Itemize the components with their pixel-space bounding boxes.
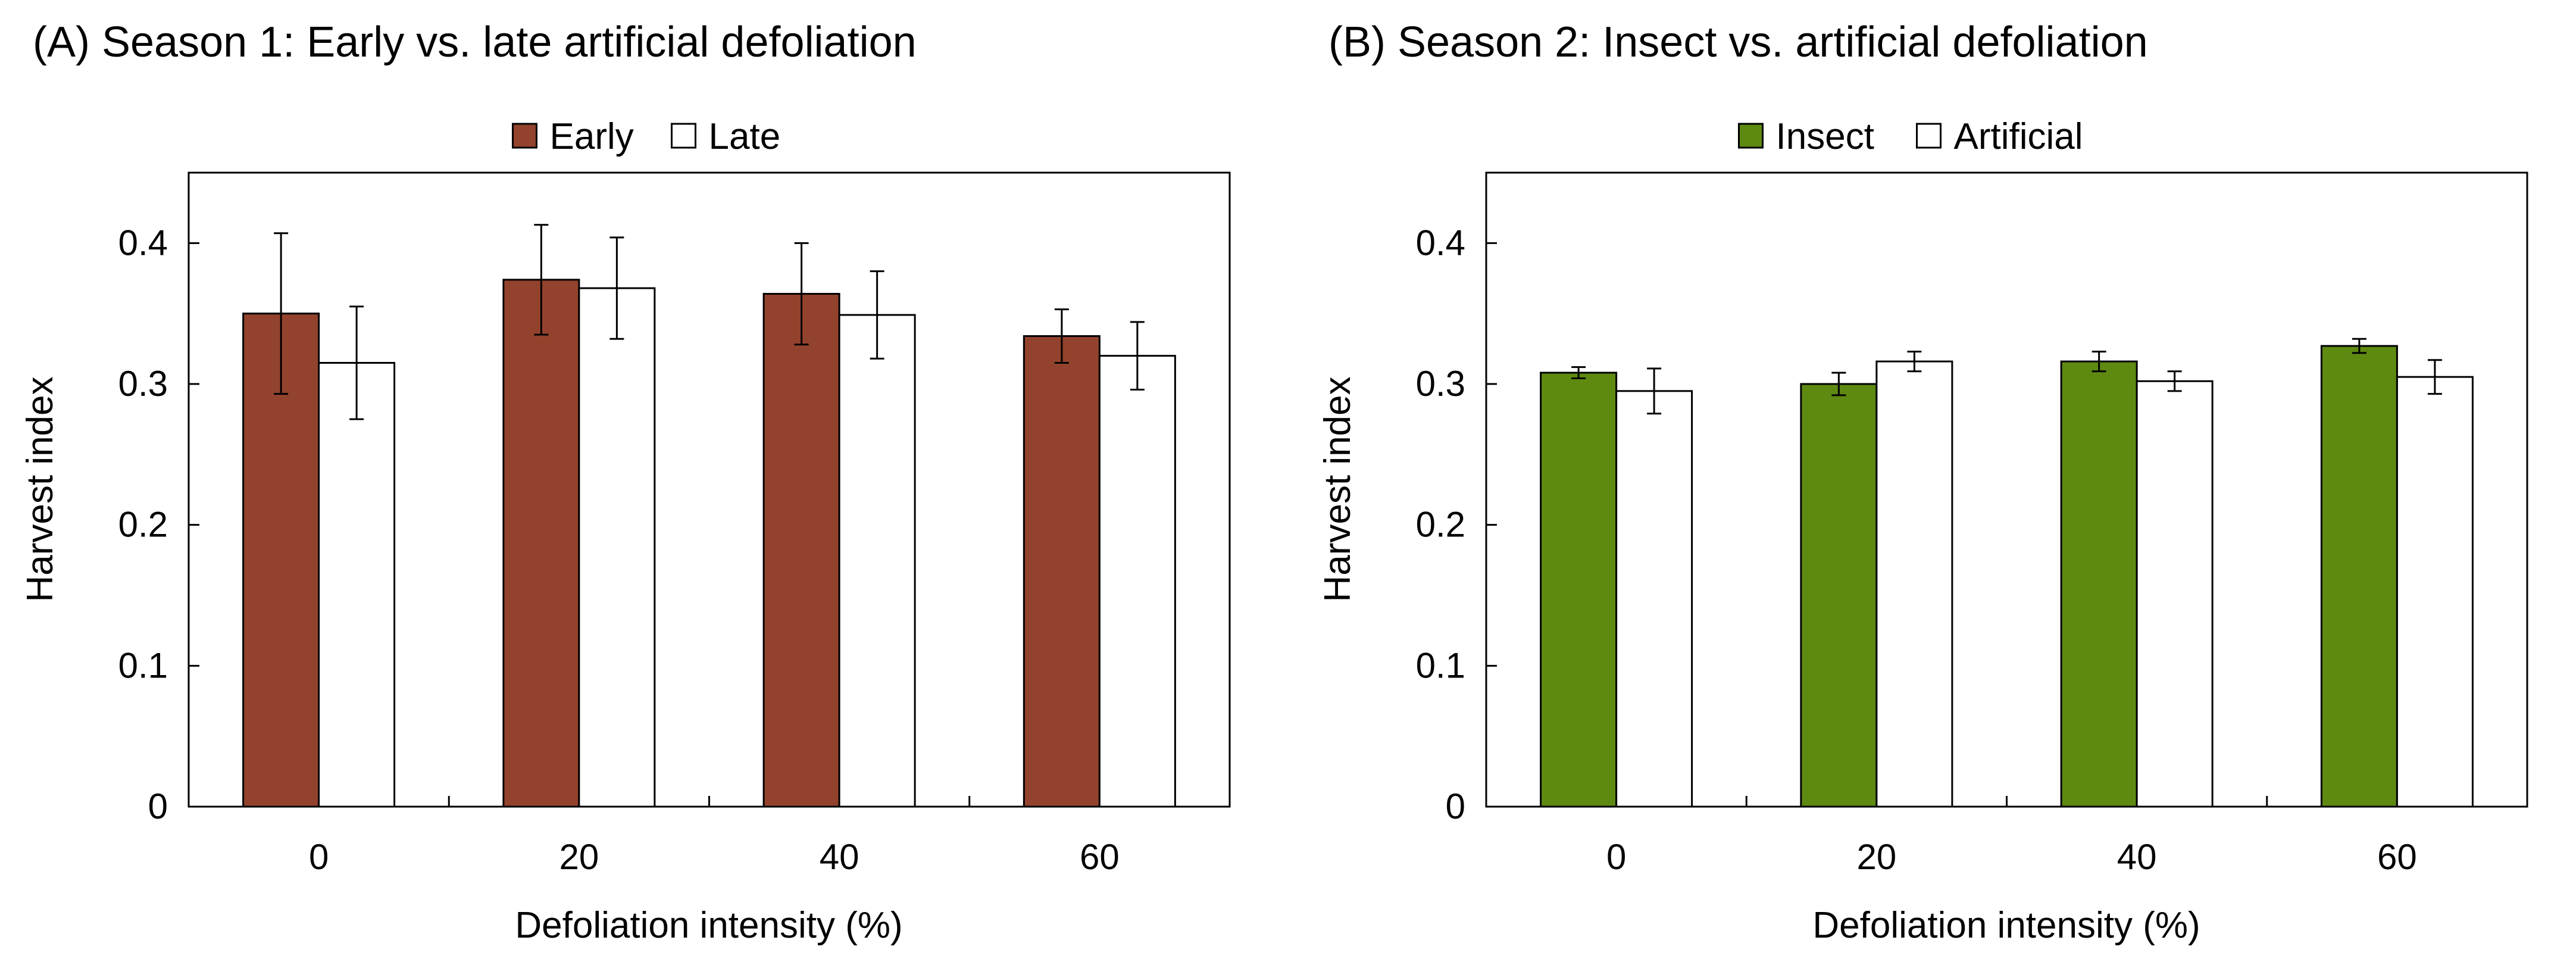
chart-b-y-tick-label: 0.2: [1416, 505, 1465, 545]
chart-a-legend-label-late: Late: [709, 116, 781, 157]
chart-a-x-axis-label: Defoliation intensity (%): [515, 905, 902, 946]
chart-a-legend-swatch-late: [671, 123, 696, 149]
chart-b-x-tick-label: 20: [1857, 837, 1897, 877]
chart-b-bars: [1540, 338, 2474, 808]
chart-a-title: (A) Season 1: Early vs. late artificial …: [33, 18, 917, 66]
chart-b-y-tick-label: 0.4: [1416, 223, 1465, 263]
chart-b-error-bar-insect-20: [1831, 371, 1846, 396]
chart-panel-b: (B) Season 2: Insect vs. artificial defo…: [1317, 18, 2528, 946]
chart-a-bar-early-20: [502, 279, 580, 808]
chart-b-bar-artificial-60: [2396, 376, 2474, 808]
chart-a-y-tick-label: 0.2: [118, 505, 168, 545]
chart-b-legend-swatch-insect: [1738, 123, 1764, 149]
chart-b-error-bar-insect-0: [1571, 366, 1586, 380]
chart-b-bar-insect-60: [2320, 345, 2398, 808]
chart-b-title: (B) Season 2: Insect vs. artificial defo…: [1328, 18, 2148, 66]
chart-a-error-bar-early-40: [794, 242, 809, 346]
chart-b-x-tick-label: 40: [2117, 837, 2157, 877]
chart-a-x-tick-label: 60: [1080, 837, 1120, 877]
chart-a-x-tick-label: 20: [559, 837, 599, 877]
chart-a-legend-label-early: Early: [550, 116, 634, 157]
chart-b-bar-artificial-0: [1615, 390, 1693, 808]
chart-a-bar-late-40: [838, 314, 916, 808]
chart-b-error-bar-artificial-0: [1647, 367, 1662, 415]
chart-b-y-axis-label: Harvest index: [1317, 376, 1358, 602]
chart-a-legend: Early Late: [512, 116, 781, 157]
chart-b-bar-artificial-20: [1875, 360, 1953, 808]
chart-b-y-tick-label: 0: [1446, 786, 1465, 826]
chart-b-error-bar-insect-60: [2352, 338, 2366, 354]
chart-b-y-tick-label: 0.1: [1416, 645, 1465, 685]
chart-a-y-tick-label: 0.1: [118, 645, 168, 685]
chart-b-x-tick-label: 0: [1606, 837, 1626, 877]
chart-b-legend-label-artificial: Artificial: [1954, 116, 2083, 157]
chart-a-y-tick-label: 0: [148, 786, 168, 826]
chart-b-error-bar-artificial-20: [1907, 351, 1922, 373]
chart-b-x-tick-label: 60: [2377, 837, 2417, 877]
chart-b-error-bar-artificial-60: [2427, 359, 2442, 395]
chart-a-y-axis-label: Harvest index: [20, 376, 61, 602]
chart-a-x-tick-label: 0: [309, 837, 329, 877]
chart-a-error-bar-late-0: [349, 305, 364, 420]
chart-a-y-tick-label: 0.3: [118, 364, 168, 404]
chart-b-legend-label-insect: Insect: [1776, 116, 1874, 157]
chart-a-bar-early-0: [242, 313, 320, 808]
chart-b-error-bar-artificial-40: [2167, 370, 2182, 392]
chart-a-y-tick-label: 0.4: [118, 223, 168, 263]
chart-a-error-bar-late-40: [870, 270, 884, 360]
chart-a-bars: [242, 224, 1176, 808]
chart-b-bar-insect-20: [1800, 383, 1878, 808]
chart-a-bar-late-20: [578, 287, 656, 808]
chart-a-legend-swatch-early: [512, 123, 537, 149]
chart-b-x-axis-label: Defoliation intensity (%): [1812, 905, 2200, 946]
chart-a-error-bar-late-60: [1130, 321, 1145, 391]
chart-a-error-bar-early-0: [274, 232, 289, 395]
chart-b-bar-insect-0: [1540, 371, 1618, 808]
chart-a-bar-early-60: [1023, 335, 1101, 808]
chart-a-error-bar-late-20: [609, 236, 624, 340]
chart-a-bar-late-60: [1098, 355, 1176, 808]
chart-a-bar-late-0: [318, 362, 396, 808]
chart-a-x-tick-label: 40: [820, 837, 859, 877]
chart-b-y-tick-label: 0.3: [1416, 364, 1465, 404]
chart-a-error-bar-early-20: [534, 224, 549, 336]
chart-b-bar-artificial-40: [2136, 380, 2214, 808]
chart-b-axis: 0 0.1 0.2 0.3 0.4 0 20 40 60: [1416, 223, 2417, 877]
chart-a-bar-early-40: [762, 293, 840, 808]
chart-b-legend-swatch-artificial: [1916, 123, 1942, 149]
chart-a-axis: 0 0.1 0.2 0.3 0.4 0 20 40 60: [118, 223, 1120, 877]
chart-b-legend: Insect Artificial: [1738, 116, 2083, 157]
chart-b-bar-insect-40: [2060, 360, 2138, 808]
chart-panel-a: (A) Season 1: Early vs. late artificial …: [20, 18, 1231, 946]
chart-b-error-bar-insect-40: [2092, 351, 2106, 373]
chart-a-error-bar-early-60: [1054, 308, 1069, 364]
